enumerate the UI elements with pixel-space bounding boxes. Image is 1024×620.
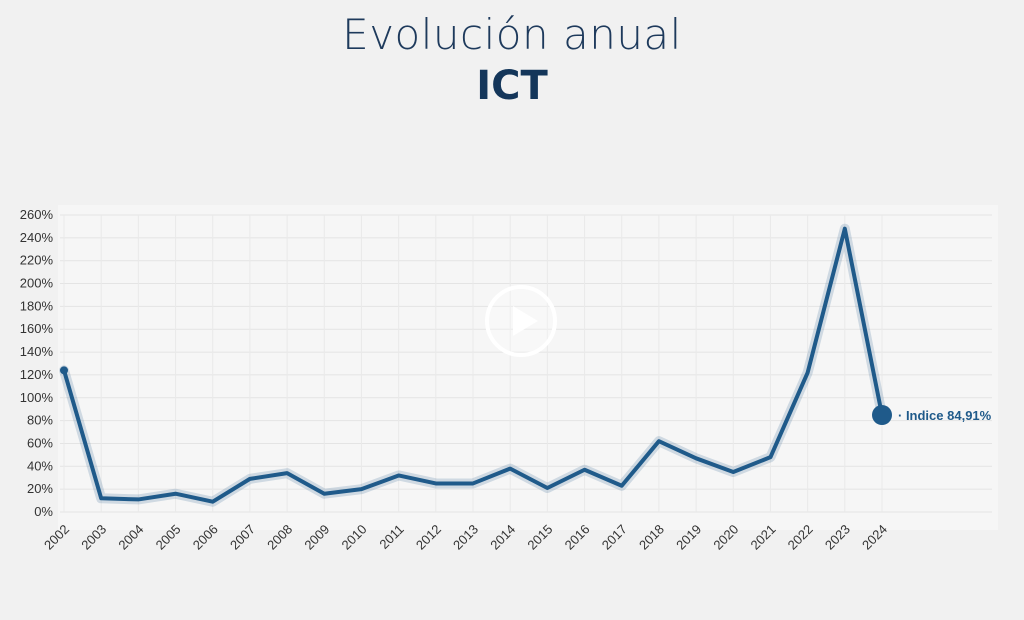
- x-tick-label: 2002: [41, 522, 72, 553]
- x-tick-label: 2020: [710, 522, 741, 553]
- y-tick-label: 200%: [20, 276, 54, 291]
- x-tick-label: 2014: [487, 522, 518, 553]
- x-tick-label: 2021: [748, 522, 779, 553]
- x-tick-label: 2019: [673, 522, 704, 553]
- x-tick-label: 2006: [190, 522, 221, 553]
- annotation-layer: · Indice 84,91%: [872, 405, 992, 426]
- x-tick-label: 2016: [562, 522, 593, 553]
- y-tick-label: 20%: [27, 481, 53, 496]
- y-tick-label: 40%: [27, 458, 53, 473]
- x-axis: 2002 2003 2004 2005 2006 2007 2008 2009 2010 2011…: [41, 522, 890, 553]
- y-tick-label: 260%: [20, 207, 54, 222]
- x-tick-label: 2004: [115, 522, 146, 553]
- x-tick-label: 2015: [524, 522, 555, 553]
- y-tick-label: 180%: [20, 298, 54, 313]
- x-tick-label: 2005: [153, 522, 184, 553]
- y-tick-label: 100%: [20, 390, 54, 405]
- play-icon[interactable]: [484, 284, 558, 358]
- y-tick-label: 120%: [20, 367, 54, 382]
- data-point-start: [60, 366, 68, 375]
- y-tick-label: 220%: [20, 253, 54, 268]
- series-line: [62, 226, 884, 504]
- x-tick-label: 2022: [785, 522, 816, 553]
- chart-header: Evolución anual ICT: [0, 8, 1024, 110]
- x-tick-label: 2008: [264, 522, 295, 553]
- y-axis: 0% 20% 40% 60% 80% 100% 120% 140% 160% 180% 200% 22…: [20, 207, 54, 519]
- x-tick-label: 2012: [413, 522, 444, 553]
- series-layer: [59, 223, 887, 507]
- x-tick-label: 2017: [599, 522, 630, 553]
- x-tick-label: 2011: [376, 522, 406, 552]
- y-tick-label: 80%: [27, 413, 53, 428]
- x-tick-label: 2007: [227, 522, 258, 553]
- x-tick-label: 2013: [450, 522, 481, 553]
- chart-title: Evolución anual: [342, 10, 682, 59]
- y-tick-label: 240%: [20, 230, 54, 245]
- chart-subtitle: ICT: [476, 63, 548, 109]
- x-tick-label: 2009: [301, 522, 332, 553]
- y-tick-label: 60%: [27, 435, 53, 450]
- x-tick-label: 2003: [78, 522, 109, 553]
- x-tick-label: 2023: [822, 522, 853, 553]
- y-tick-label: 0%: [34, 504, 53, 519]
- x-tick-label: 2018: [636, 522, 667, 553]
- x-tick-label: 2010: [339, 522, 370, 553]
- y-tick-label: 140%: [20, 344, 54, 359]
- annotation-label: · Indice 84,91%: [898, 408, 992, 423]
- y-tick-label: 160%: [20, 321, 54, 336]
- data-point-highlight: [872, 405, 892, 426]
- grid-lines: [60, 214, 992, 513]
- x-tick-label: 2024: [859, 522, 890, 553]
